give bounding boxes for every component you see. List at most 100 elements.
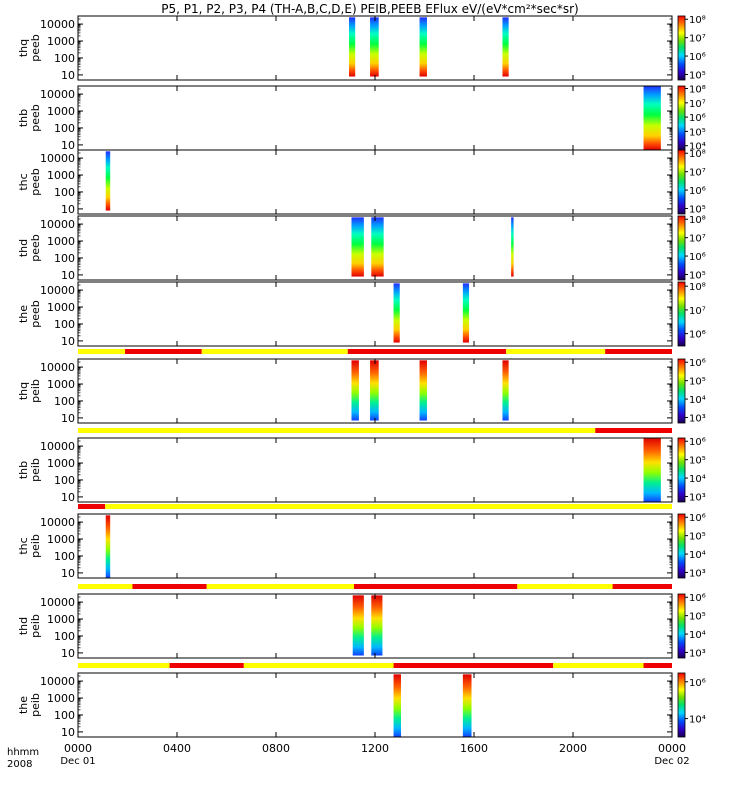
colorbar-tick-label: 10⁷ (689, 234, 706, 245)
colorbar (677, 281, 686, 347)
y-tick-label: 1000 (47, 533, 75, 546)
y-tick-label: 10000 (40, 675, 75, 688)
colorbar-tick-label: 10⁶ (689, 330, 706, 341)
colorbar-tick-label: 10⁶ (689, 52, 706, 63)
colorbar (677, 215, 686, 281)
x-tick-label: 0000 (658, 742, 686, 755)
mode-bar-segment (78, 504, 106, 509)
panel-thb-peeb: 10 100 1000 10000 thb peeb 10⁸ 10⁷ 10⁶ 10⁵ 10⁴ (17, 85, 706, 153)
colorbar-tick-label: 10⁶ (689, 186, 706, 197)
y-tick-label: 10000 (40, 152, 75, 165)
mode-bar-segment (612, 584, 672, 589)
spectrogram-block (349, 17, 356, 77)
panel-thq-peeb: 10 100 1000 10000 thq peeb 10⁸ 10⁷ 10⁶ 10⁵ (17, 15, 706, 82)
spectrogram-block (502, 17, 509, 77)
y-tick-label: 10 (61, 567, 75, 580)
y-tick-label: 10000 (40, 284, 75, 297)
mode-bar-segment (78, 663, 170, 668)
colorbar-tick-label: 10³ (689, 648, 706, 659)
mode-bar-segment (206, 584, 354, 589)
mode-bar-segment (201, 349, 348, 354)
panel-label-inst: peib (29, 379, 42, 403)
panel-label-inst: peeb (29, 168, 42, 196)
panel-thd-peib: 10 100 1000 10000 thd peib 10⁶ 10⁵ 10⁴ 10³ (17, 584, 706, 660)
colorbar-tick-label: 10⁷ (689, 99, 706, 110)
y-tick-label: 10000 (40, 440, 75, 453)
spectrogram-block (351, 217, 364, 277)
colorbar (677, 149, 686, 215)
spectrogram-block (643, 86, 661, 150)
panel-label-sc: thb (17, 109, 30, 127)
y-tick-label: 10 (61, 69, 75, 82)
colorbar-tick-label: 10⁴ (689, 630, 706, 641)
mode-bar-segment (132, 584, 207, 589)
colorbar-tick-label: 10⁶ (689, 358, 706, 369)
mode-bar-segment (643, 663, 672, 668)
y-tick-label: 100 (54, 252, 75, 265)
y-tick-label: 10 (61, 335, 75, 348)
colorbar-tick-label: 10⁸ (689, 149, 706, 160)
spectrogram-block (462, 674, 472, 737)
panel-label-sc: thc (17, 537, 30, 554)
mode-bar-segment (169, 663, 244, 668)
x-tick-label: 0800 (262, 742, 290, 755)
y-tick-label: 10000 (40, 516, 75, 529)
colorbar-tick-label: 10⁵ (689, 127, 706, 138)
y-tick-label: 1000 (47, 169, 75, 182)
spectrogram-block (370, 360, 379, 421)
spectrogram-block (351, 360, 359, 421)
y-tick-label: 10 (61, 726, 75, 739)
y-tick-label: 1000 (47, 457, 75, 470)
panel-the-peeb: 10 100 1000 10000 the peeb 10⁸ 10⁷ 10⁶ (17, 281, 706, 348)
mode-bar-segment (243, 663, 394, 668)
colorbar (677, 672, 686, 738)
panel-frame (77, 281, 673, 347)
mode-bar-segment (353, 584, 518, 589)
y-tick-label: 100 (54, 550, 75, 563)
y-tick-label: 1000 (47, 35, 75, 48)
colorbar-tick-label: 10⁸ (689, 15, 706, 26)
y-tick-label: 10000 (40, 218, 75, 231)
y-tick-label: 10 (61, 491, 75, 504)
colorbar-tick-label: 10⁵ (689, 456, 706, 467)
y-tick-label: 100 (54, 186, 75, 199)
panel-label-inst: peib (29, 458, 42, 482)
y-tick-label: 1000 (47, 105, 75, 118)
spectrogram-block (393, 283, 400, 343)
mode-bar-segment (595, 428, 672, 433)
colorbar-tick-label: 10⁷ (689, 306, 706, 317)
time-axis-label-top: hhmm (7, 747, 39, 758)
x-tick-label: 1600 (460, 742, 488, 755)
spectrogram-block (105, 151, 111, 211)
panel-label-sc: thq (17, 39, 30, 57)
colorbar-tick-label: 10⁸ (689, 215, 706, 226)
panel-label-inst: peeb (29, 34, 42, 62)
mode-bar-segment (105, 504, 673, 509)
panel-label-sc: thc (17, 173, 30, 190)
panel-label-sc: thd (17, 617, 30, 635)
spectrogram-block (371, 217, 384, 277)
colorbar (677, 437, 686, 503)
y-tick-label: 10 (61, 139, 75, 152)
panel-frame (77, 672, 673, 738)
mode-bar-segment (78, 428, 596, 433)
colorbar-tick-label: 10⁴ (689, 715, 706, 726)
colorbar-tick-label: 10⁴ (689, 550, 706, 561)
panel-label-sc: thq (17, 382, 30, 400)
colorbar-tick-label: 10³ (689, 492, 706, 503)
colorbar (677, 593, 686, 659)
panel-label-inst: peib (29, 614, 42, 638)
colorbar-tick-label: 10⁷ (689, 34, 706, 45)
y-tick-label: 100 (54, 474, 75, 487)
y-tick-label: 100 (54, 630, 75, 643)
colorbar-tick-label: 10⁵ (689, 70, 706, 81)
panel-thc-peeb: 10 100 1000 10000 thc peeb 10⁸ 10⁷ 10⁶ 10⁵ (17, 149, 706, 216)
colorbar (677, 358, 686, 424)
spectrogram-block (371, 595, 383, 656)
mode-bar-segment (125, 349, 202, 354)
colorbar-tick-label: 10⁴ (689, 395, 706, 406)
colorbar-tick-label: 10⁵ (689, 270, 706, 281)
spectrogram-block (352, 595, 364, 656)
mode-bar-segment (347, 349, 507, 354)
